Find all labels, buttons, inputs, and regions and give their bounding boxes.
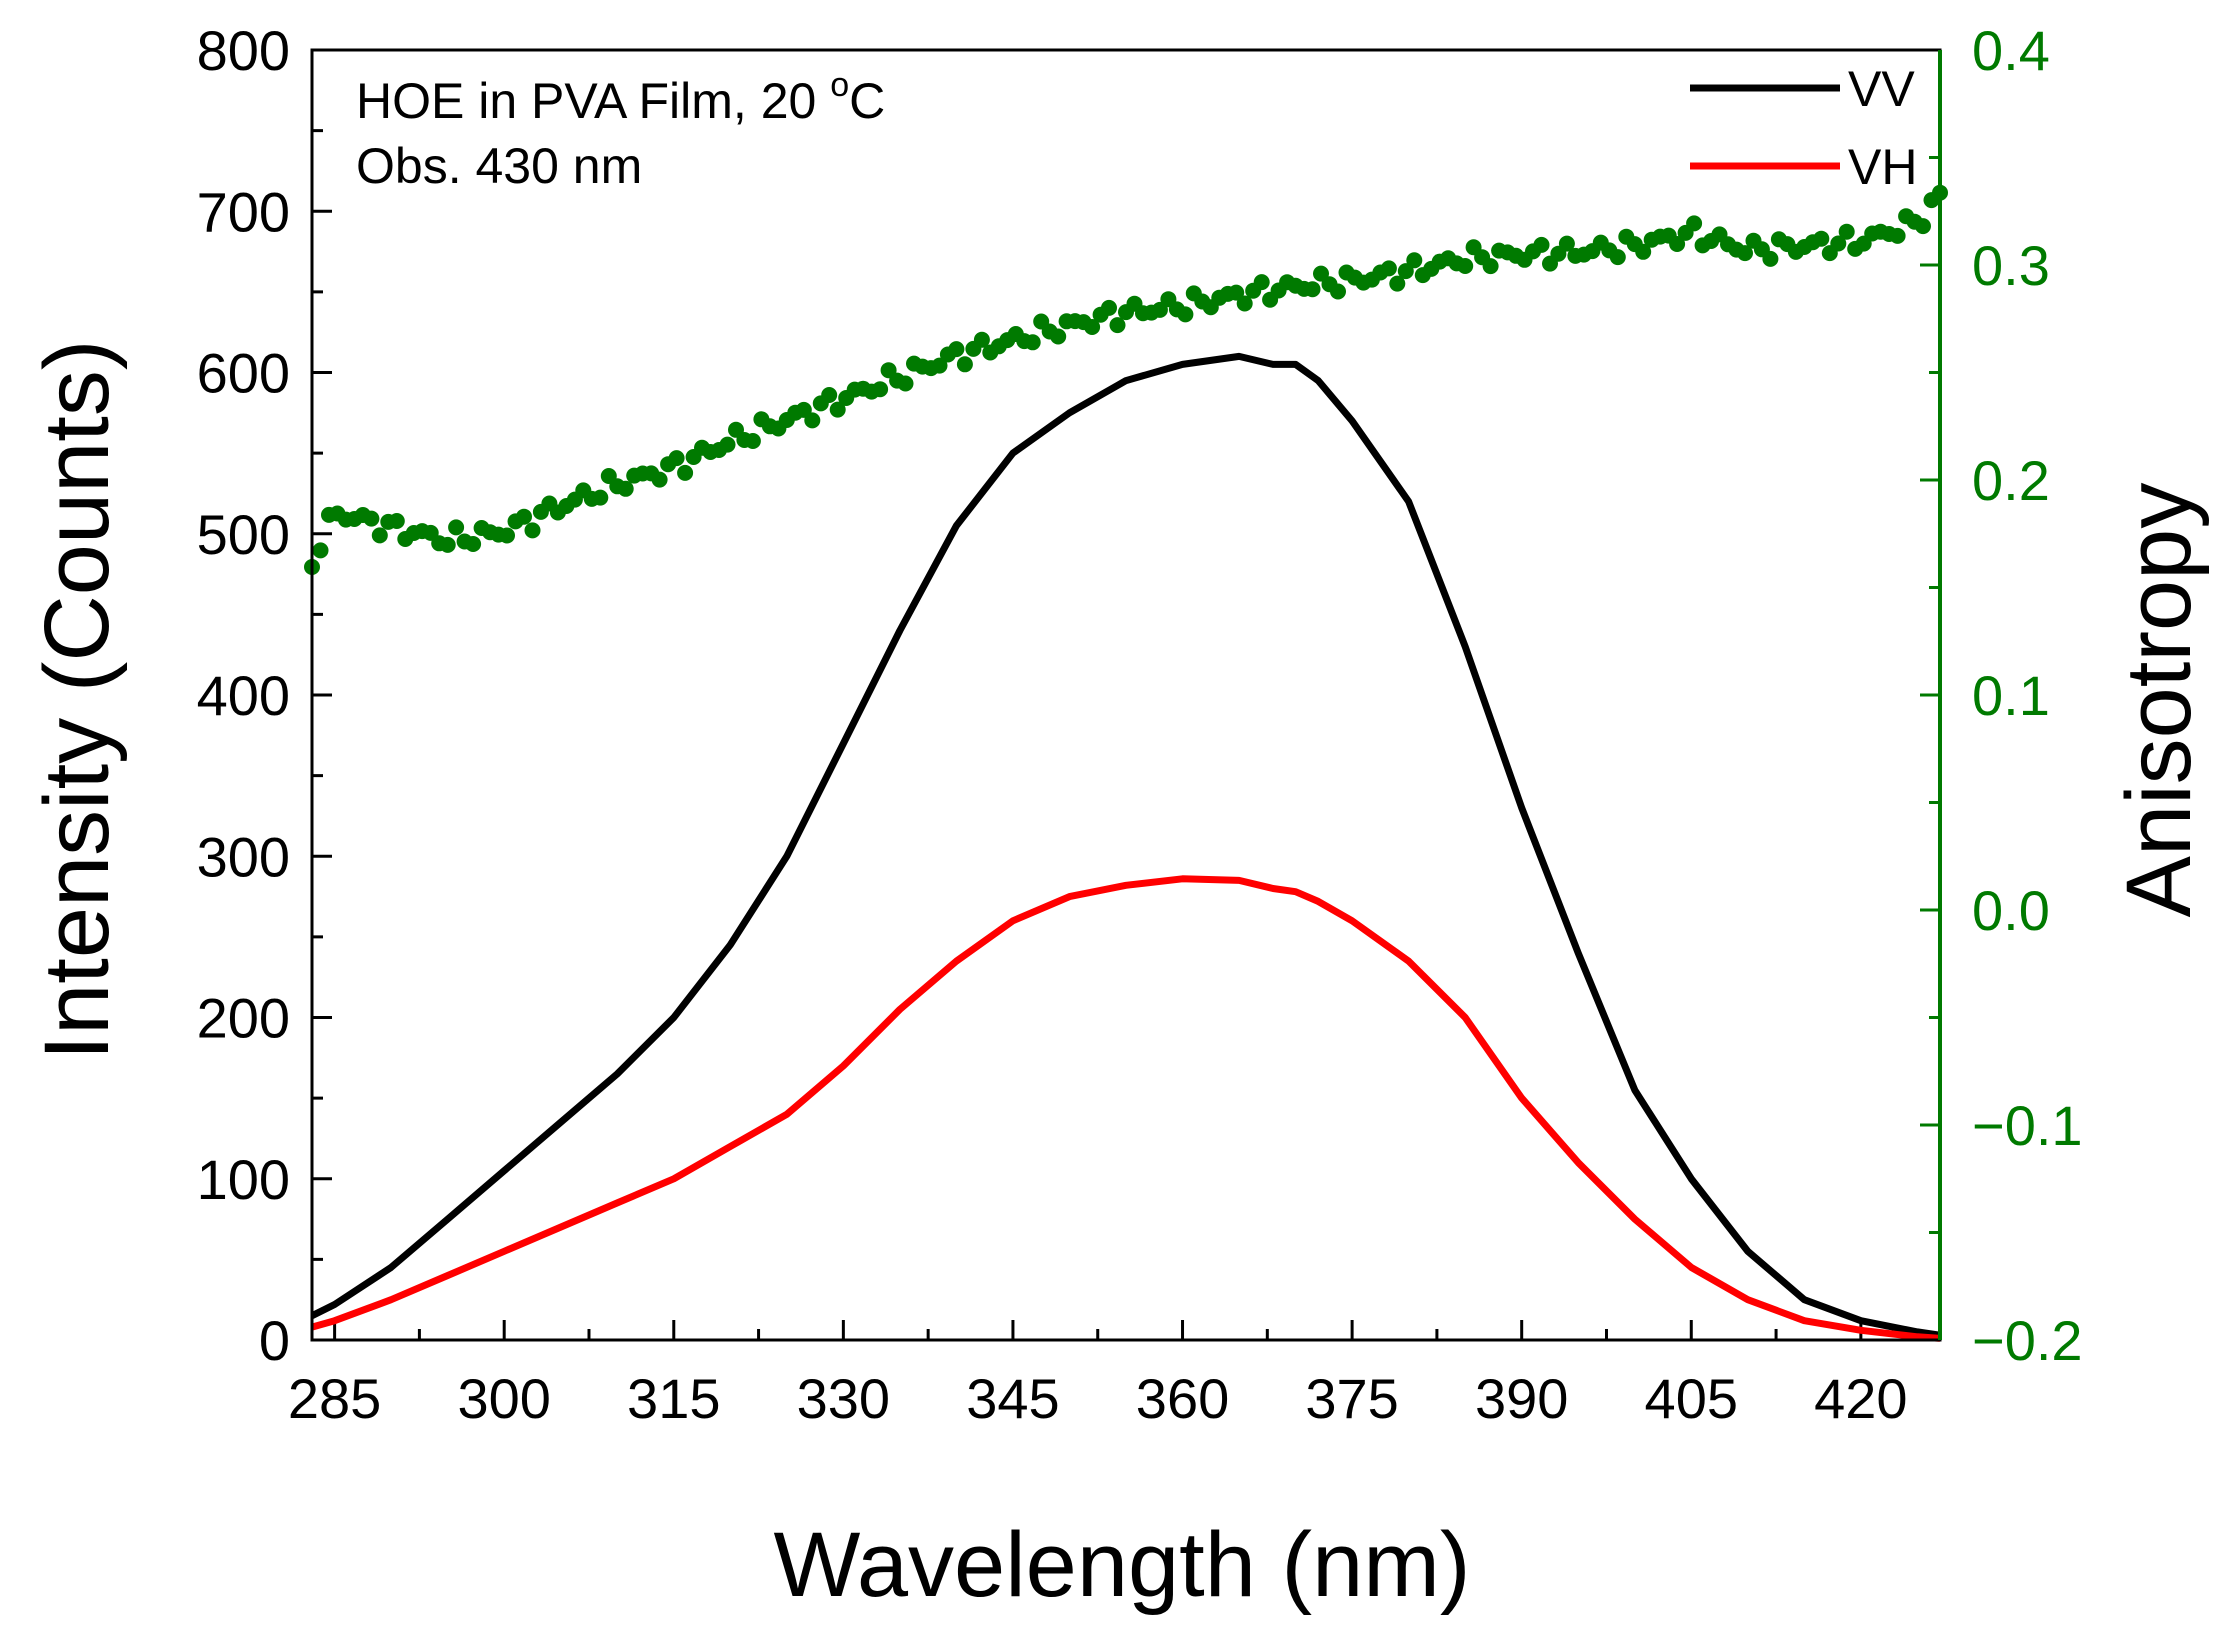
anisotropy-point <box>719 436 736 453</box>
data-series <box>304 184 1948 1342</box>
x-tick-label: 420 <box>1814 1367 1907 1430</box>
anisotropy-point <box>651 471 668 488</box>
anisotropy-point <box>1838 223 1855 240</box>
series-line-vv <box>310 352 1941 1339</box>
anisotropy-point <box>439 536 456 553</box>
x-axis-title: Wavelength (nm) <box>773 1514 1470 1616</box>
anisotropy-point <box>1101 299 1117 316</box>
anisotropy-point <box>1558 235 1575 252</box>
y-tick-label: 100 <box>197 1148 290 1211</box>
anisotropy-point <box>1915 218 1931 235</box>
anisotropy-point <box>821 387 838 403</box>
y-tick-label: 0 <box>259 1309 290 1372</box>
anisotropy-point <box>1686 215 1703 232</box>
y2-tick-label: 0.4 <box>1972 19 2050 82</box>
y-tick-label: 700 <box>197 180 290 243</box>
anisotropy-point <box>1084 319 1101 335</box>
x-tick-label: 330 <box>797 1367 890 1430</box>
anisotropy-point <box>499 527 515 544</box>
anisotropy-point <box>1830 235 1847 252</box>
anisotropy-point <box>1737 245 1753 262</box>
anisotropy-point <box>1228 284 1245 301</box>
annotation-sample: HOE in PVA Film, 20 oC <box>356 66 885 129</box>
anisotropy-point <box>804 412 821 429</box>
y-tick-label: 200 <box>197 987 290 1050</box>
x-tick-label: 345 <box>966 1367 1059 1430</box>
y2-tick-label: −0.2 <box>1972 1309 2083 1372</box>
annotation-observation: Obs. 430 nm <box>356 138 642 194</box>
y2-tick-label: 0.1 <box>1972 664 2050 727</box>
anisotropy-point <box>1253 274 1270 291</box>
y2-axis-title: Anisotropy <box>2108 483 2210 918</box>
anisotropy-point <box>948 341 965 358</box>
anisotropy-point <box>465 536 482 552</box>
y-axis-title: Intensity (Counts) <box>26 340 128 1061</box>
anisotropy-point <box>1813 230 1830 247</box>
anisotropy-point <box>1889 227 1906 244</box>
x-tick-label: 285 <box>288 1367 381 1430</box>
anisotropy-point <box>371 527 388 544</box>
anisotropy-point <box>1330 283 1346 300</box>
anisotropy-point <box>1609 249 1626 266</box>
anisotropy-point <box>1304 281 1321 298</box>
y-tick-label: 500 <box>197 503 290 566</box>
anisotropy-point <box>1050 328 1067 345</box>
anisotropy-point <box>973 331 990 348</box>
anisotropy-point <box>1397 263 1414 280</box>
anisotropy-point <box>1236 295 1253 312</box>
anisotropy-point <box>524 522 541 539</box>
x-tick-label: 390 <box>1475 1367 1568 1430</box>
series-line-vh <box>311 875 1941 1342</box>
anisotropy-point <box>956 356 973 373</box>
axis-ticks <box>312 48 1940 1342</box>
anisotropy-point <box>1406 252 1423 269</box>
anisotropy-point <box>1669 236 1686 252</box>
anisotropy-point <box>1533 236 1550 253</box>
anisotropy-point <box>388 513 405 529</box>
x-tick-label: 405 <box>1645 1367 1738 1430</box>
anisotropy-point <box>668 450 685 467</box>
anisotropy-point <box>1024 334 1041 351</box>
x-tick-label: 375 <box>1305 1367 1398 1430</box>
x-tick-label: 360 <box>1136 1367 1229 1430</box>
anisotropy-point <box>363 510 380 527</box>
anisotropy-point <box>872 381 889 398</box>
anisotropy-point <box>1151 301 1168 318</box>
y2-tick-label: 0.2 <box>1972 449 2050 512</box>
anisotropy-point <box>1762 250 1779 267</box>
anisotropy-point <box>1457 258 1474 274</box>
legend: VV VH <box>1690 61 1917 195</box>
anisotropy-point <box>448 519 465 536</box>
anisotropy-point <box>829 401 846 418</box>
x-tick-label: 315 <box>627 1367 720 1430</box>
anisotropy-point <box>592 489 609 506</box>
y2-tick-label: −0.1 <box>1972 1094 2083 1157</box>
anisotropy-point <box>1177 306 1194 323</box>
anisotropy-point <box>897 375 914 392</box>
anisotropy-point <box>312 542 329 559</box>
y2-tick-label: 0.0 <box>1972 879 2050 942</box>
y-tick-label: 400 <box>197 664 290 727</box>
anisotropy-point <box>1109 317 1126 334</box>
anisotropy-point <box>1380 260 1397 277</box>
y2-tick-label: 0.3 <box>1972 234 2050 297</box>
anisotropy-point <box>677 464 694 481</box>
anisotropy-point <box>516 508 532 525</box>
y-tick-label: 300 <box>197 825 290 888</box>
y-tick-label: 600 <box>197 342 290 405</box>
y-tick-label: 800 <box>197 19 290 82</box>
anisotropy-point <box>617 480 634 497</box>
anisotropy-point <box>1389 275 1406 292</box>
legend-vv-label: VV <box>1848 61 1915 117</box>
anisotropy-point <box>744 433 761 449</box>
anisotropy-point <box>1482 258 1499 275</box>
anisotropy-point <box>931 357 948 374</box>
legend-vh-label: VH <box>1848 139 1917 195</box>
x-tick-label: 300 <box>457 1367 550 1430</box>
anisotropy-point <box>1635 243 1652 260</box>
tick-labels: 285 300 315 330 345 360 375 390 405 420 0 100 200 300… <box>197 19 2083 1430</box>
